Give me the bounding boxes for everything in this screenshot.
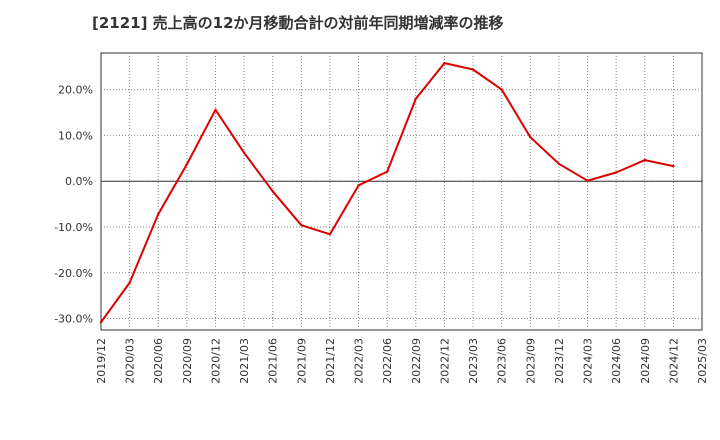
x-tick-label: 2023/06 [496,338,509,384]
x-tick-label: 2024/12 [667,338,680,384]
data-point [385,170,389,173]
y-tick-label: 20.0% [58,84,93,97]
y-tick-label: -10.0% [54,221,93,234]
data-point [214,108,217,111]
data-point [242,151,246,155]
x-tick-label: 2020/06 [152,338,165,384]
data-point [529,136,532,139]
x-tick-label: 2023/12 [553,338,566,384]
x-tick-label: 2022/12 [438,338,451,384]
data-point [328,233,332,236]
x-tick-label: 2022/09 [410,338,423,384]
data-point [557,162,561,165]
x-tick-label: 2020/09 [181,338,194,384]
data-point [99,321,103,324]
data-point [643,158,646,162]
x-tick-label: 2023/09 [524,338,537,384]
chart-title: [2121] 売上高の12か月移動合計の対前年同期増減率の推移 [92,14,504,32]
x-tick-label: 2024/03 [582,338,595,384]
x-tick-label: 2020/03 [124,338,137,384]
x-tick-label: 2021/12 [324,338,337,384]
plot-area [100,52,703,331]
x-tick-label: 2021/03 [238,338,251,384]
data-point [443,61,446,65]
x-tick-label: 2024/09 [639,338,652,384]
x-tick-label: 2025/03 [696,338,709,384]
x-tick-label: 2022/06 [381,338,394,384]
data-point [185,163,189,166]
data-point [357,184,360,187]
data-point [414,97,418,100]
x-tick-label: 2023/03 [467,338,480,384]
data-point [300,223,303,227]
x-tick-label: 2019/12 [95,338,108,384]
data-point [614,171,618,174]
data-point [271,190,274,193]
x-tick-label: 2021/09 [295,338,308,384]
y-tick-label: -20.0% [54,267,93,280]
data-point [471,68,475,71]
data-point [128,281,131,285]
x-tick-label: 2024/06 [610,338,623,384]
data-point [500,88,503,91]
y-tick-label: 10.0% [58,129,93,142]
y-tick-label: -30.0% [54,313,93,326]
data-point [586,179,589,182]
x-tick-label: 2020/12 [209,338,222,384]
x-tick-label: 2022/03 [353,338,366,384]
y-tick-label: 0.0% [65,175,93,188]
data-point [157,212,160,216]
x-tick-label: 2021/06 [267,338,280,384]
data-point [672,164,675,168]
